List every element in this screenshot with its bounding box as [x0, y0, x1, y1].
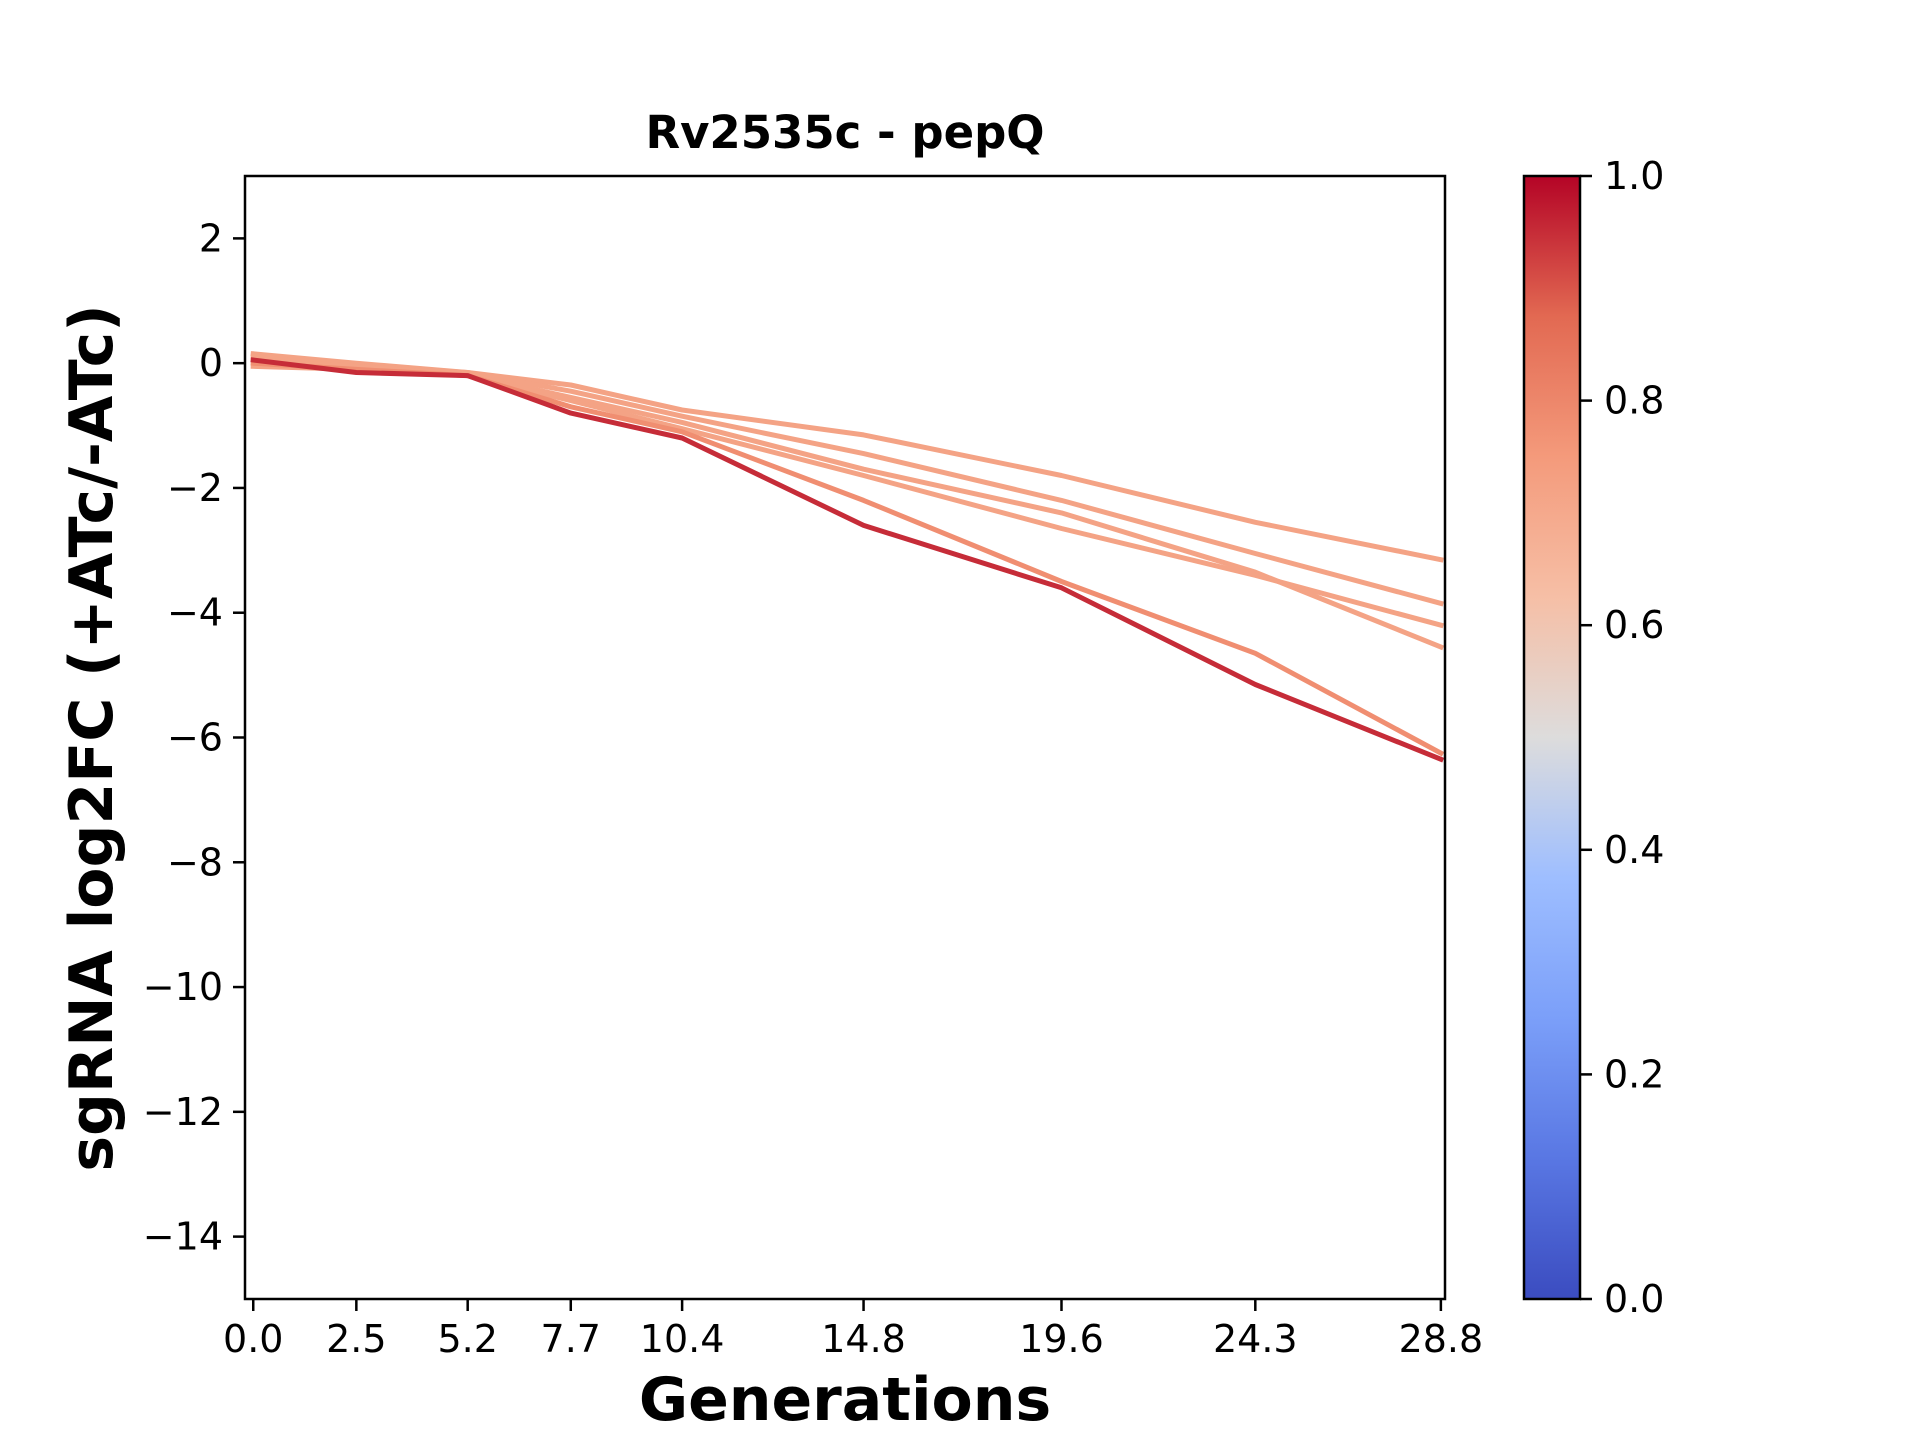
y-tick-label: −10	[143, 965, 223, 1009]
y-axis-label: sgRNA log2FC (+ATc/-ATc)	[57, 304, 127, 1171]
colorbar-tick-label: 0.2	[1604, 1052, 1664, 1096]
x-tick-label: 28.8	[1399, 1317, 1484, 1361]
y-tick-label: −4	[167, 591, 223, 635]
colorbar-tick-label: 0.4	[1604, 828, 1664, 872]
x-axis-label: Generations	[639, 1365, 1051, 1435]
y-tick-label: −8	[167, 840, 223, 884]
x-tick-label: 19.6	[1019, 1317, 1104, 1361]
x-tick-label: 14.8	[821, 1317, 906, 1361]
x-tick-label: 7.7	[541, 1317, 601, 1361]
plot-lines	[250, 351, 1445, 763]
x-tick-label: 2.5	[326, 1317, 386, 1361]
colorbar-tick-label: 1.0	[1604, 154, 1664, 198]
x-axis-ticks: 0.0 2.5 5.2 7.7 10.4 14.8 19.6 24.3 28.8	[223, 1299, 1483, 1361]
x-tick-label: 10.4	[640, 1317, 725, 1361]
chart-title: Rv2535c - pepQ	[645, 106, 1044, 159]
y-tick-label: −2	[167, 466, 223, 510]
y-tick-label: 0	[199, 341, 223, 385]
x-tick-label: 5.2	[437, 1317, 497, 1361]
series-line-6	[250, 357, 1445, 763]
y-tick-label: 2	[199, 216, 223, 260]
y-tick-label: −12	[143, 1090, 223, 1134]
colorbar-tick-label: 0.8	[1604, 379, 1664, 423]
y-tick-label: −6	[167, 716, 223, 760]
colorbar-tick-label: 0.0	[1604, 1277, 1664, 1321]
colorbar	[1522, 174, 1582, 1301]
x-tick-label: 24.3	[1213, 1317, 1298, 1361]
colorbar-ticks: 0.0 0.2 0.4 0.6 0.8 1.0	[1580, 154, 1664, 1321]
colorbar-tick-label: 0.6	[1604, 603, 1664, 647]
y-tick-label: −14	[143, 1215, 223, 1259]
y-axis-ticks: 2 0 −2 −4 −6 −8 −10 −12 −14	[143, 216, 245, 1259]
series-line-1	[250, 351, 1444, 563]
series-line-2	[250, 354, 1444, 607]
x-tick-label: 0.0	[223, 1317, 283, 1361]
series-line-3	[250, 357, 1445, 651]
series-line-5	[250, 360, 1445, 757]
plot-frame	[243, 174, 1447, 1301]
